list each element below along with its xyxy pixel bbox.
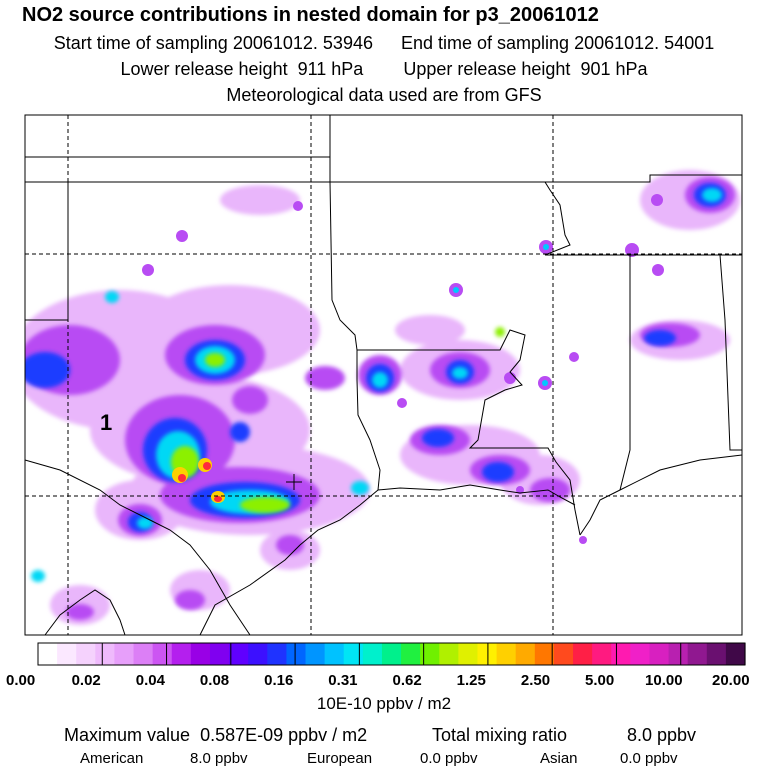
map-title: NO2 source contributions in nested domai… [22,4,599,26]
colorbar-swatch [343,643,364,665]
plume-layer [25,170,740,625]
upper-height-label: Upper release height [403,59,571,79]
max-value: 0.587E-09 ppbv / m2 [200,725,368,745]
colorbar-tick-label: 10.00 [645,672,683,689]
colorbar-swatch [649,643,670,665]
source-marker-label: 1 [100,410,112,435]
colorbar-swatch [668,643,689,665]
colorbar-swatch [630,643,651,665]
end-time-value: 20061012. 54001 [574,33,715,53]
colorbar-units: 10E-10 ppbv / m2 [316,694,452,713]
colorbar-swatch [95,643,116,665]
max-value-label: Maximum value [64,725,191,745]
colorbar-swatch [286,643,307,665]
colorbar-swatch [439,643,459,665]
colorbar-tick-label: 0.04 [135,672,165,689]
colorbar-swatch [248,643,268,665]
asian-label: Asian [540,750,578,767]
colorbar-swatch [573,643,593,665]
lat-lon-grid [25,115,742,635]
max-value-line: Maximum value 0.587E-09 ppbv / m2 [64,725,367,746]
colorbar-swatch [114,643,135,665]
colorbar-swatch [725,643,746,665]
release-heights-line: Lower release height 911 hPa Upper releas… [0,59,768,80]
total-mixing-value: 8.0 ppbv [627,725,697,745]
colorbar-swatch [553,643,574,665]
start-time-label: Start time of sampling [53,33,228,53]
boundaries [24,115,743,636]
colorbar-tick-label: 0.31 [328,672,358,689]
colorbar-swatch [133,643,154,665]
colorbar-swatch [687,643,708,665]
colorbar-swatch [381,643,402,665]
colorbar-swatch [305,643,326,665]
met-data-line: Meteorological data used are from GFS [226,85,542,105]
colorbar-tick-label: 0.16 [264,672,294,689]
colorbar [38,643,746,665]
colorbar-swatch [611,643,631,665]
plume-spots-cyan [453,244,549,386]
colorbar-swatch [706,643,727,665]
colorbar-swatch [76,643,96,665]
colorbar-tick-label: 0.00 [6,672,36,689]
colorbar-swatch [57,643,77,665]
colorbar-swatch [362,643,383,665]
colorbar-swatch [420,643,440,665]
colorbar-swatch [209,643,230,665]
colorbar-swatch [496,643,517,665]
colorbar-tick-label: 0.08 [199,672,230,689]
european-label: European [307,750,373,767]
colorbar-swatch [534,643,555,665]
colorbar-swatch [267,643,288,665]
upper-height-value: 901 hPa [580,59,648,79]
end-time-label: End time of sampling [400,33,570,53]
release-point-icon [286,474,302,490]
colorbar-tick-label: 5.00 [585,672,615,689]
colorbar-swatch [324,643,345,665]
colorbar-swatch [458,643,479,665]
colorbar-swatch [171,643,192,665]
lower-height-value: 911 hPa [297,59,364,79]
colorbar-swatch [401,643,421,665]
colorbar-tick-label: 1.25 [456,672,486,689]
colorbar-frame [37,642,746,666]
american-value: 8.0 ppbv [190,750,248,767]
colorbar-swatch [190,643,211,665]
colorbar-swatch [477,643,498,665]
sampling-times-line: Start time of sampling 20061012. 53946 En… [0,33,768,54]
colorbar-tick-label: 2.50 [520,672,551,689]
asian-value: 0.0 ppbv [620,750,678,767]
start-time-value: 20061012. 53946 [232,33,373,53]
colorbar-swatch [515,643,536,665]
colorbar-tick-label: 0.02 [71,672,101,689]
plume-hotspots [178,462,222,502]
colorbar-tick-label: 20.00 [712,672,750,689]
map-frame [24,114,743,636]
colorbar-swatch [152,643,173,665]
european-value: 0.0 ppbv [420,750,478,767]
colorbar-tick-label: 0.62 [392,672,422,689]
total-mixing-label: Total mixing ratio [432,725,568,745]
colorbar-swatch [592,643,612,665]
colorbar-swatch [229,643,249,665]
colorbar-swatch [38,643,58,665]
lower-height-label: Lower release height [120,59,288,79]
american-label: American [80,750,144,767]
